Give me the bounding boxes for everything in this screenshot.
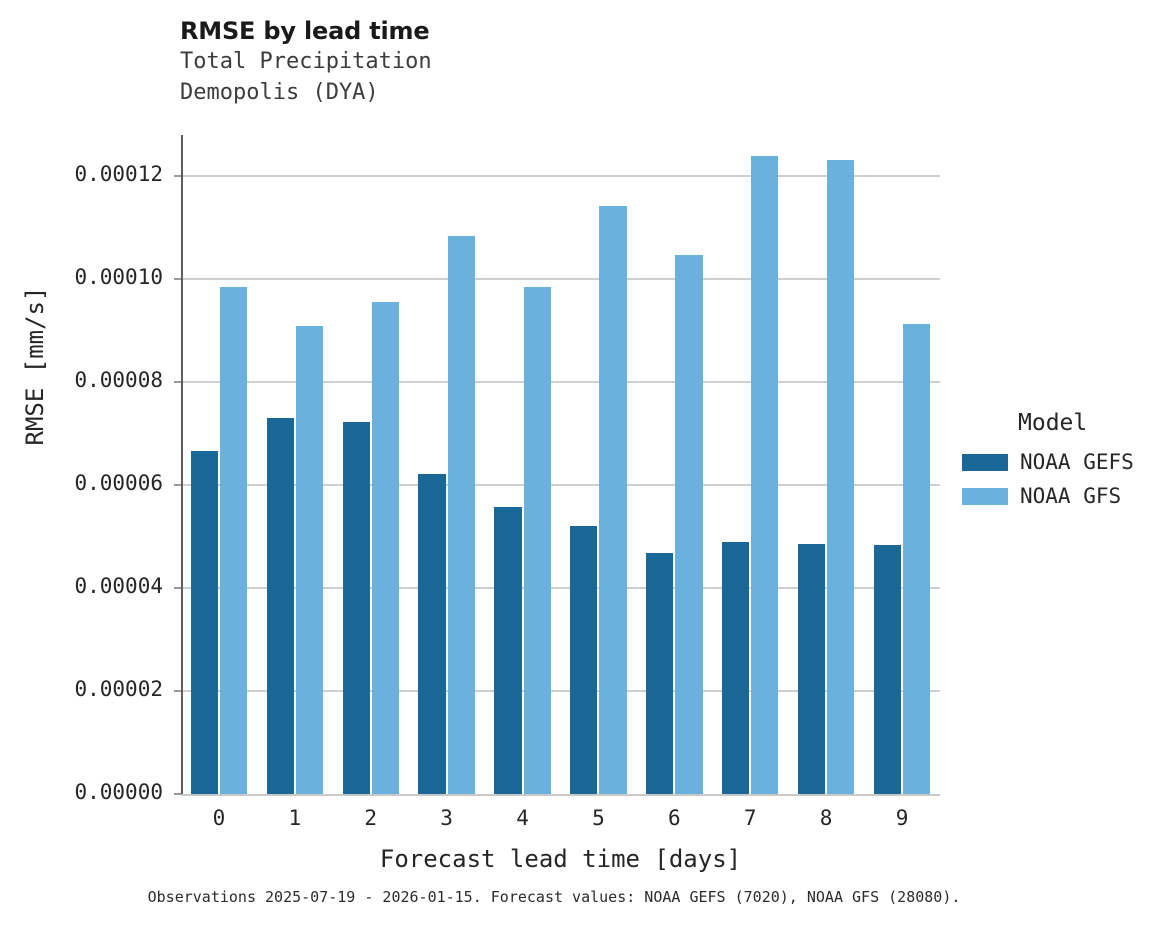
bar-noaa-gfs-lead-8 bbox=[827, 160, 855, 794]
bar-noaa-gefs-lead-6 bbox=[646, 552, 674, 794]
y-axis-tick-label: 0.00006 bbox=[74, 471, 163, 496]
bar-noaa-gefs-lead-9 bbox=[873, 544, 902, 794]
bars-and-grid-container bbox=[181, 135, 940, 796]
chart-plot-area: 0.00000 0.00002 0.00004 0.00006 0.00008 0.000… bbox=[74, 135, 940, 804]
bar-noaa-gefs-lead-8 bbox=[797, 543, 826, 794]
y-axis-tick-label: 0.00012 bbox=[74, 162, 163, 187]
y-axis-tick bbox=[174, 587, 181, 589]
bar-noaa-gfs-lead-3 bbox=[447, 235, 475, 794]
y-axis-tick bbox=[174, 175, 181, 177]
x-axis-tick-label: 9 bbox=[895, 806, 909, 830]
chart-footnote: Observations 2025-07-19 - 2026-01-15. Fo… bbox=[147, 888, 961, 906]
legend-item-label: NOAA GFS bbox=[1020, 484, 1122, 508]
bar-noaa-gfs-lead-0 bbox=[219, 287, 248, 794]
legend-title: Model bbox=[1018, 410, 1088, 436]
x-axis-tick-label: 5 bbox=[592, 806, 605, 830]
bar-noaa-gfs-lead-7 bbox=[751, 156, 779, 794]
bar-noaa-gefs-lead-2 bbox=[342, 421, 370, 794]
y-gridline bbox=[183, 587, 940, 589]
y-axis-tick bbox=[174, 690, 181, 692]
title-block: RMSE by lead time Total Precipitation De… bbox=[180, 16, 432, 108]
legend-item[interactable]: NOAA GEFS bbox=[962, 450, 1172, 474]
bar-noaa-gfs-lead-6 bbox=[675, 254, 703, 794]
x-axis-tick-label: 2 bbox=[364, 806, 378, 830]
y-axis-tick-label: 0.00010 bbox=[74, 265, 163, 290]
y-gridline bbox=[183, 175, 940, 177]
y-gridline bbox=[183, 278, 940, 280]
bar-noaa-gefs-lead-5 bbox=[570, 526, 598, 794]
x-axis-tick-label: 0 bbox=[212, 806, 226, 830]
x-axis-tick-label: 4 bbox=[516, 806, 529, 830]
legend-item[interactable]: NOAA GFS bbox=[962, 484, 1172, 508]
bar-noaa-gfs-lead-2 bbox=[371, 302, 399, 794]
x-axis-title: Forecast lead time [days] bbox=[379, 845, 742, 873]
legend: Model NOAA GEFS NOAA GFS bbox=[962, 410, 1172, 518]
y-axis-tick bbox=[174, 381, 181, 383]
legend-swatch-icon bbox=[962, 487, 1008, 505]
bar-noaa-gfs-lead-4 bbox=[523, 287, 551, 794]
x-axis-tick-label: 3 bbox=[440, 806, 453, 830]
legend-item-label: NOAA GEFS bbox=[1020, 450, 1134, 474]
y-axis-tick bbox=[174, 793, 181, 795]
y-axis-tick-label: 0.00000 bbox=[74, 780, 163, 804]
y-gridline bbox=[183, 381, 940, 383]
y-gridline bbox=[183, 690, 940, 692]
x-axis-tick-label: 8 bbox=[819, 806, 833, 830]
x-axis-tick-label: 6 bbox=[668, 806, 681, 830]
page-title: RMSE by lead time bbox=[180, 17, 430, 45]
x-axis-tick-label: 1 bbox=[288, 806, 302, 830]
bar-noaa-gefs-lead-7 bbox=[722, 541, 750, 794]
bar-noaa-gefs-lead-3 bbox=[418, 473, 446, 794]
x-axis-line bbox=[181, 794, 940, 796]
y-axis-tick bbox=[174, 484, 181, 486]
y-axis-tick-label: 0.00002 bbox=[74, 677, 163, 702]
bar-noaa-gfs-lead-1 bbox=[295, 325, 324, 794]
legend-entries: NOAA GEFS NOAA GFS bbox=[962, 450, 1172, 508]
chart-subtitle-variable: Total Precipitation bbox=[180, 49, 432, 74]
y-axis-line bbox=[181, 135, 183, 796]
y-axis-tick-label: 0.00008 bbox=[74, 368, 163, 393]
bar-noaa-gefs-lead-0 bbox=[190, 450, 218, 794]
y-gridline bbox=[183, 484, 940, 486]
x-axis-tick-label: 7 bbox=[743, 806, 757, 830]
chart-subtitle-location: Demopolis (DYA) bbox=[180, 80, 379, 105]
y-axis-title: RMSE [mm/s] bbox=[21, 286, 49, 446]
bar-noaa-gefs-lead-4 bbox=[494, 507, 522, 794]
bar-noaa-gefs-lead-1 bbox=[266, 417, 294, 794]
legend-swatch-icon bbox=[962, 453, 1008, 471]
bar-noaa-gfs-lead-5 bbox=[599, 205, 627, 794]
y-axis-tick bbox=[174, 278, 181, 280]
y-axis-tick-label: 0.00004 bbox=[74, 574, 163, 599]
bar-noaa-gfs-lead-9 bbox=[903, 324, 931, 794]
